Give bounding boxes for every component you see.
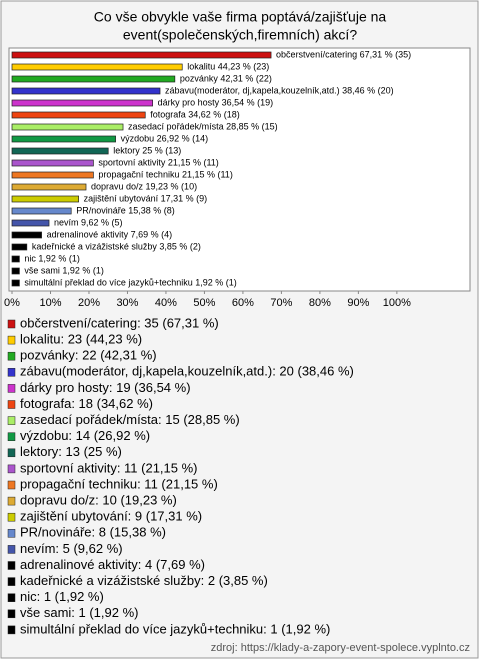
bar (11, 111, 146, 119)
bar (11, 63, 183, 71)
legend-swatch (7, 593, 16, 602)
bar (11, 243, 28, 251)
bar-label: PR/novináře 15,38 % (8) (76, 205, 175, 215)
legend-label: lektory: 13 (25 %) (20, 444, 122, 459)
legend-label: zasedací pořádek/místa: 15 (28,85 %) (20, 412, 240, 427)
bar-label: dopravu do/z 19,23 % (10) (91, 181, 197, 191)
bar-label: zábavu(moderátor, dj,kapela,kouzelník,at… (165, 85, 394, 95)
legend-swatch (7, 529, 16, 538)
bar (11, 87, 161, 95)
x-tick-label: 70% (270, 297, 292, 309)
bar-label: zasedací pořádek/místa 28,85 % (15) (128, 121, 278, 131)
legend-swatch (7, 400, 16, 409)
legend-swatch (7, 545, 16, 554)
bar (11, 147, 109, 155)
x-tick-label: 10% (39, 297, 61, 309)
bar-label: pozvánky 42,31 % (22) (180, 73, 272, 83)
bar-label: zajištění ubytování 17,31 % (9) (84, 193, 208, 203)
x-tick-label: 90% (347, 297, 369, 309)
legend-label: propagační techniku: 11 (21,15 %) (20, 476, 218, 491)
bar (11, 123, 124, 131)
legend-swatch (7, 416, 16, 425)
legend-swatch (7, 335, 16, 345)
x-tick-label: 40% (155, 297, 177, 309)
legend-swatch (7, 496, 16, 506)
x-tick-label: 30% (116, 297, 138, 309)
x-tick-label: 60% (232, 297, 254, 309)
bar-label: simultální překlad do více jazyků+techni… (24, 277, 236, 287)
bar (11, 231, 42, 239)
legend-label: fotografa: 18 (34,62 %) (20, 396, 153, 411)
legend-swatch (7, 480, 16, 490)
bar-label: vše sami 1,92 % (1) (24, 265, 104, 275)
legend-label: nevím: 5 (9,62 %) (20, 541, 123, 556)
bar (11, 219, 50, 227)
legend-label: simultální překlad do více jazyků+techni… (20, 621, 330, 636)
legend-swatch (7, 577, 16, 586)
legend-swatch (7, 351, 16, 361)
legend-swatch (7, 319, 16, 329)
x-tick-label: 20% (78, 297, 100, 309)
legend-swatch (7, 384, 16, 393)
bar (11, 99, 153, 107)
legend-label: dárky pro hosty: 19 (36,54 %) (20, 380, 191, 395)
bar (11, 279, 20, 287)
bar-label: sportovní aktivity 21,15 % (11) (98, 157, 218, 167)
bar (11, 171, 94, 179)
legend-label: adrenalinové aktivity: 4 (7,69 %) (20, 557, 205, 572)
legend-swatch (7, 368, 16, 377)
bar-label: lokalitu 44,23 % (23) (187, 61, 269, 71)
legend-swatch (7, 561, 16, 570)
bar (11, 255, 20, 263)
bar-label: výzdobu 26,92 % (14) (121, 133, 209, 143)
x-tick-label: 100% (383, 297, 411, 309)
bar-label: kadeřnické a vizážistské služby 3,85 % (… (32, 241, 201, 251)
bar (11, 207, 72, 215)
bar (11, 51, 272, 59)
bar (11, 195, 79, 203)
legend-swatch (7, 512, 16, 522)
legend-swatch (7, 448, 16, 458)
legend-label: výzdobu: 14 (26,92 %) (20, 428, 150, 443)
bar-label: dárky pro hosty 36,54 % (19) (158, 97, 274, 107)
bar-label: fotografa 34,62 % (18) (150, 109, 240, 119)
bar-label: adrenalinové aktivity 7,69 % (4) (47, 229, 173, 239)
legend-label: zajištění ubytování: 9 (17,31 %) (20, 509, 202, 524)
bar (11, 267, 20, 275)
legend-label: lokalitu: 23 (44,23 %) (20, 332, 142, 347)
legend-label: občerstvení/catering: 35 (67,31 %) (20, 315, 219, 330)
chart-title: Co vše obvykle vaše firma poptává/zajišť… (94, 9, 387, 25)
x-tick-label: 80% (309, 297, 331, 309)
bar-label: lektory 25 % (13) (113, 145, 181, 155)
legend-swatch (7, 609, 16, 619)
x-tick-label: 0% (4, 297, 20, 309)
legend-label: pozvánky: 22 (42,31 %) (20, 348, 157, 363)
x-tick-label: 50% (193, 297, 215, 309)
bar-label: nic 1,92 % (1) (24, 253, 80, 263)
bar-label: propagační techniku 21,15 % (11) (98, 169, 232, 179)
legend-label: PR/novináře: 8 (15,38 %) (20, 525, 166, 540)
bar (11, 75, 176, 83)
chart-title: event(společenských,firemních) akcí? (123, 27, 357, 43)
bar (11, 159, 94, 167)
legend-label: sportovní aktivity: 11 (21,15 %) (20, 460, 198, 475)
legend-swatch (7, 464, 16, 474)
source: zdroj: https://klady-a-zapory-event-spol… (211, 642, 470, 654)
legend-label: dopravu do/z: 10 (19,23 %) (20, 493, 177, 508)
bar (11, 135, 116, 143)
legend-label: nic: 1 (1,92 %) (20, 589, 104, 604)
legend-label: kadeřnické a vizážistské služby: 2 (3,85… (20, 573, 268, 588)
bar (11, 183, 87, 191)
legend-swatch (7, 432, 16, 441)
legend-label: zábavu(moderátor, dj,kapela,kouzelník,at… (20, 364, 354, 379)
bar-label: občerstvení/catering 67,31 % (35) (276, 49, 411, 59)
legend-swatch (7, 625, 16, 635)
legend-label: vše sami: 1 (1,92 %) (20, 605, 139, 620)
bar-label: nevím 9,62 % (5) (54, 217, 123, 227)
